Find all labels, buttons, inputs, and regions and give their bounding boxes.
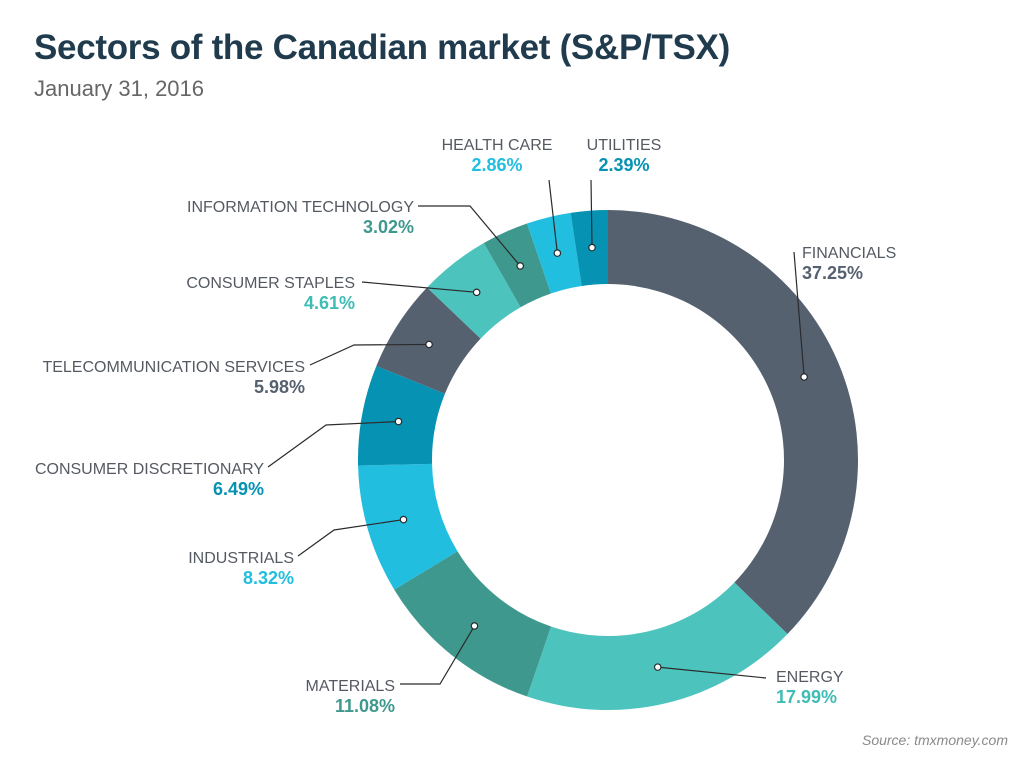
value-energy: 17.99% xyxy=(776,687,837,707)
leader-line-industrials xyxy=(297,518,404,557)
slice-energy xyxy=(527,582,788,711)
value-consumer-discretionary: 6.49% xyxy=(213,479,264,499)
leader-dot-materials xyxy=(470,622,479,630)
label-telecommunication-services: TELECOMMUNICATION SERVICES xyxy=(42,359,305,376)
value-financials: 37.25% xyxy=(802,263,863,283)
slice-consumer-discretionary xyxy=(358,365,445,466)
value-consumer-staples: 4.61% xyxy=(304,293,355,313)
value-materials: 11.08% xyxy=(335,696,395,716)
value-health-care: 2.86% xyxy=(471,155,522,175)
leader-line-information-technology xyxy=(418,205,521,267)
leader-dot-consumer-staples xyxy=(472,288,481,297)
chart-title: Sectors of the Canadian market (S&P/TSX) xyxy=(34,28,730,67)
leader-dot-health-care xyxy=(553,249,562,257)
leader-line-financials xyxy=(793,251,805,378)
value-information-technology: 3.02% xyxy=(363,217,414,237)
leader-dot-energy xyxy=(653,663,662,671)
source-note: Source: tmxmoney.com xyxy=(861,732,1008,748)
label-materials: MATERIALS xyxy=(306,678,396,695)
leader-dot-utilities xyxy=(588,243,596,252)
leader-line-health-care xyxy=(548,179,558,254)
leader-line-consumer-staples xyxy=(361,281,477,293)
label-consumer-staples: CONSUMER STAPLES xyxy=(186,275,355,292)
leader-line-consumer-discretionary xyxy=(267,420,399,468)
slice-telecommunication-services xyxy=(376,287,481,394)
label-energy: ENERGY xyxy=(776,669,844,686)
value-industrials: 8.32% xyxy=(243,568,294,588)
label-industrials: INDUSTRIALS xyxy=(188,550,294,567)
leader-line-energy xyxy=(657,666,767,679)
leader-line-utilities xyxy=(590,179,593,248)
leader-dot-telecommunication-services xyxy=(425,340,433,349)
slice-industrials xyxy=(358,463,458,590)
label-health-care: HEALTH CARE xyxy=(442,137,553,154)
label-information-technology: INFORMATION TECHNOLOGY xyxy=(187,199,414,216)
leader-line-telecommunication-services xyxy=(309,343,430,366)
label-utilities: UTILITIES xyxy=(587,137,662,154)
slice-financials xyxy=(608,210,859,635)
leader-line-materials xyxy=(400,625,475,685)
value-telecommunication-services: 5.98% xyxy=(254,377,305,397)
chart-subtitle: January 31, 2016 xyxy=(34,76,205,101)
leader-dot-financials xyxy=(800,373,808,381)
label-financials: FINANCIALS xyxy=(802,245,896,262)
label-consumer-discretionary: CONSUMER DISCRETIONARY xyxy=(35,461,264,478)
leader-dot-consumer-discretionary xyxy=(394,417,403,426)
leader-dot-information-technology xyxy=(516,262,525,270)
value-utilities: 2.39% xyxy=(598,155,649,175)
leader-dot-industrials xyxy=(399,515,408,524)
